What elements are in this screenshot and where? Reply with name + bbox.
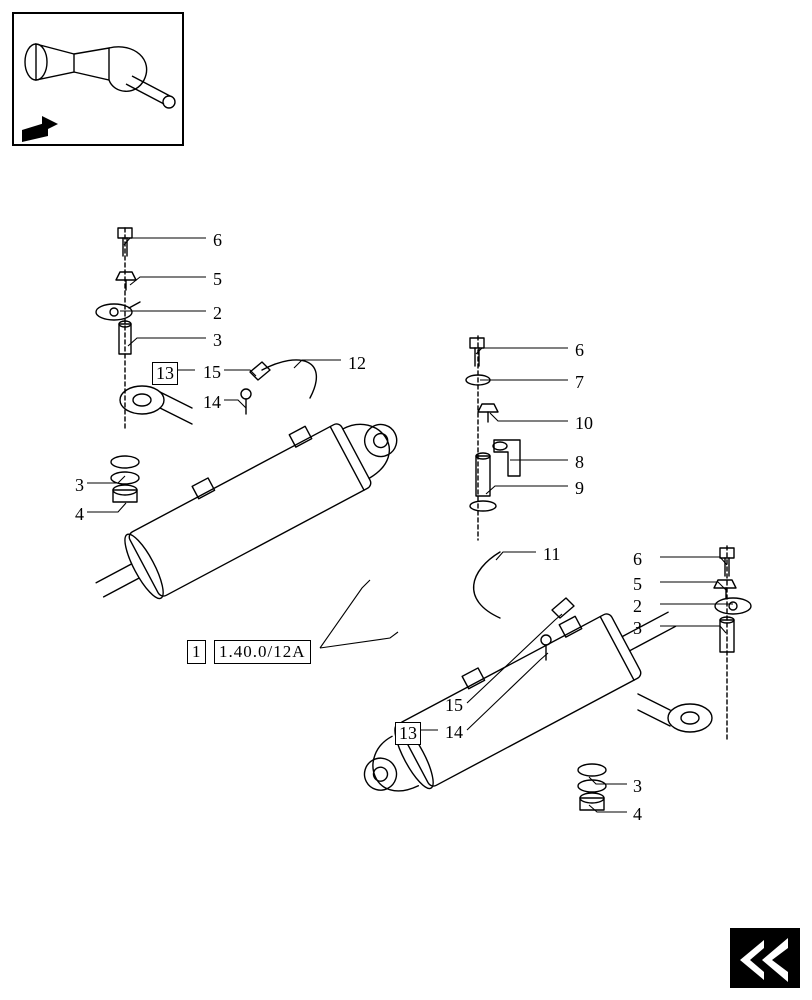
ref-code: 1.40.0/12A: [219, 642, 306, 661]
ref-index: 1: [192, 642, 201, 661]
callout-6a: 6: [213, 230, 222, 251]
callout-3d: 3: [633, 776, 642, 797]
callout-3c: 3: [633, 618, 642, 639]
callout-11: 11: [543, 544, 560, 565]
callout-7: 7: [575, 372, 584, 393]
callout-15b: 15: [445, 695, 463, 716]
callout-15a: 15: [203, 362, 221, 383]
ref-code-box: 1.40.0/12A: [214, 640, 311, 664]
callout-2a: 2: [213, 303, 222, 324]
callout-6c: 6: [633, 549, 642, 570]
callout-6b: 6: [575, 340, 584, 361]
callout-5b: 5: [633, 574, 642, 595]
callout-4a: 4: [75, 504, 84, 525]
callout-10: 10: [575, 413, 593, 434]
ref-index-box: 1: [187, 640, 206, 664]
callout-3a: 3: [213, 330, 222, 351]
callout-13a: 13: [152, 362, 178, 385]
callout-14b: 14: [445, 722, 463, 743]
callout-8: 8: [575, 452, 584, 473]
callout-2b: 2: [633, 596, 642, 617]
callout-14a: 14: [203, 392, 221, 413]
callout-5a: 5: [213, 269, 222, 290]
callout-4b: 4: [633, 804, 642, 825]
callout-12: 12: [348, 353, 366, 374]
leader-lines: [0, 0, 812, 1000]
callout-3b: 3: [75, 475, 84, 496]
callout-9: 9: [575, 478, 584, 499]
callout-13b: 13: [395, 722, 421, 745]
diagram-stage: 6523131514123467108911652313151434 1 1.4…: [0, 0, 812, 1000]
